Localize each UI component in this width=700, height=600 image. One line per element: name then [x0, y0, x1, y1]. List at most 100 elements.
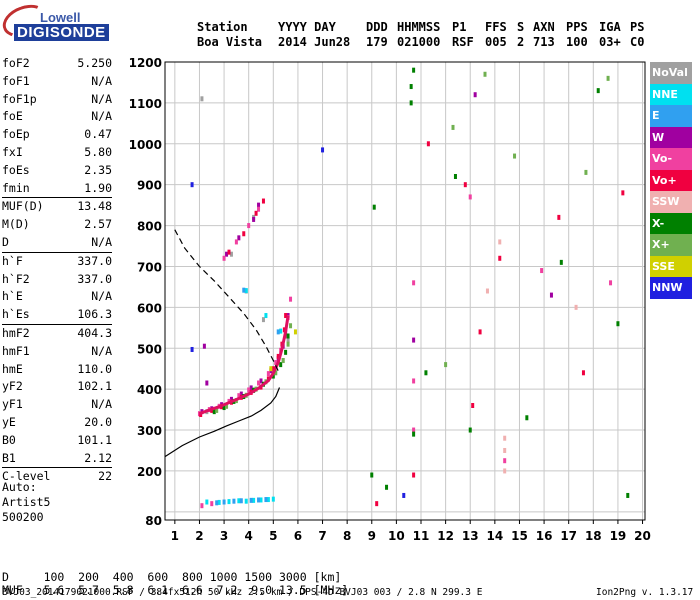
echo-point-x: [409, 100, 413, 106]
echo-point-vo: [242, 231, 246, 237]
echo-point-x: [584, 169, 588, 175]
echo-point-noval: [286, 337, 290, 343]
param-row: foF2 5.250: [2, 55, 112, 73]
muf-distance-table: D 100 200 400 600 800 1000 1500 3000 [km…: [2, 558, 348, 597]
param-name: hmF1: [2, 343, 30, 358]
echo-point-nne: [279, 328, 283, 334]
legend-item: Vo-: [650, 148, 692, 170]
echo-point-nne: [259, 497, 263, 503]
x-tick-label: 4: [245, 529, 253, 543]
echo-point-vo: [261, 198, 265, 204]
param-name: B1: [2, 450, 16, 465]
param-name: C-level: [2, 469, 51, 484]
echo-point-nne: [252, 497, 256, 503]
echo-point-nne: [237, 498, 241, 504]
x-tick-label: 10: [388, 529, 405, 543]
autoscaling-info: Auto: Artist5 500200: [2, 480, 50, 525]
echo-point-x: [271, 373, 275, 379]
echo-point-x: [412, 67, 416, 73]
echo-point-vo: [463, 182, 467, 188]
echo-point-w: [259, 378, 263, 384]
param-name: B0: [2, 432, 16, 447]
header-axn: AXN 713: [533, 20, 555, 49]
param-value: 2.35: [84, 162, 112, 177]
legend-item: E: [650, 105, 692, 127]
echo-point-nne: [244, 498, 248, 504]
echo-point-vo: [282, 327, 286, 333]
param-value: 404.3: [77, 325, 112, 340]
echo-point-nne: [266, 497, 270, 503]
x-tick-label: 1: [171, 529, 179, 543]
echo-point-x: [286, 333, 290, 339]
param-value: 337.0: [77, 271, 112, 286]
echo-point-nnw: [402, 492, 406, 498]
param-row: yE 20.0: [2, 414, 112, 432]
echo-point-x: [626, 492, 630, 498]
legend-item: X-: [650, 212, 692, 234]
echo-point-e: [215, 500, 219, 506]
logo-line2: DIGISONDE: [14, 24, 109, 41]
echo-point-e: [222, 499, 226, 505]
file-info: BVJ03_2014179021000.RSF / 384fx512h 50 k…: [2, 587, 483, 598]
y-tick-label: 1000: [129, 138, 162, 152]
param-row: B0 101.1: [2, 432, 112, 450]
echo-point-noval: [229, 251, 233, 257]
x-tick-label: 19: [610, 529, 627, 543]
param-value: 0.47: [84, 127, 112, 142]
x-tick-label: 20: [634, 529, 651, 543]
echo-point-vo: [274, 360, 278, 366]
muf-d-label: D: [2, 570, 9, 584]
param-row: h`F2 337.0: [2, 271, 112, 289]
param-value: N/A: [91, 343, 112, 358]
x-tick-label: 16: [536, 529, 553, 543]
param-value: 20.0: [84, 414, 112, 429]
x-tick-label: 14: [486, 529, 503, 543]
echo-point-vo: [426, 141, 430, 147]
param-name: yF2: [2, 379, 23, 394]
y-tick-label: 200: [137, 465, 162, 479]
param-value: 102.1: [77, 379, 112, 394]
software-version: Ion2Png v. 1.3.17: [596, 587, 694, 598]
param-row: foF1 N/A: [2, 73, 112, 91]
electron-density-profile: [164, 387, 281, 458]
param-value: N/A: [91, 91, 112, 106]
echo-point-ssw: [574, 304, 578, 310]
legend-item: SSE: [650, 255, 692, 277]
echo-point-x: [444, 362, 448, 368]
echo-point-w: [412, 337, 416, 343]
y-tick-label: 600: [137, 301, 162, 315]
echo-point-x: [616, 321, 620, 327]
auto-label: Auto:: [2, 480, 37, 494]
echo-point-vo: [284, 313, 288, 319]
header-ps: PS C0: [630, 20, 645, 49]
echo-point-w: [549, 292, 553, 298]
echo-point-vo: [503, 458, 507, 464]
chart-marks: [190, 67, 630, 509]
param-name: hmE: [2, 361, 23, 376]
echo-point-x: [412, 431, 416, 437]
echo-point-vo: [257, 206, 261, 212]
echo-point-vo: [412, 472, 416, 478]
header-date: YYYY DAY 2014 Jun28: [278, 20, 351, 49]
echo-point-nne: [227, 499, 231, 505]
echo-point-noval: [261, 317, 265, 323]
plot-frame: [164, 61, 646, 521]
echo-point-w: [225, 251, 229, 257]
muf-d-values: 100 200 400 600 800 1000 1500 3000: [43, 570, 307, 584]
muf-label: MUF: [2, 583, 23, 597]
param-value: 13.48: [77, 199, 112, 214]
echo-point-e: [257, 497, 261, 503]
x-tick-label: 8: [343, 529, 351, 543]
param-name: yF1: [2, 397, 23, 412]
echo-point-x: [372, 204, 376, 210]
echo-point-x: [451, 124, 455, 130]
param-name: foEs: [2, 162, 30, 177]
echo-point-vo: [498, 255, 502, 261]
echo-point-vo: [254, 210, 258, 216]
echo-point-w: [239, 391, 243, 397]
param-name: h`F2: [2, 271, 30, 286]
echo-point-vo: [289, 296, 293, 302]
legend-item: NNW: [650, 277, 692, 299]
x-tick-label: 5: [269, 529, 277, 543]
echo-point-x: [286, 341, 290, 347]
